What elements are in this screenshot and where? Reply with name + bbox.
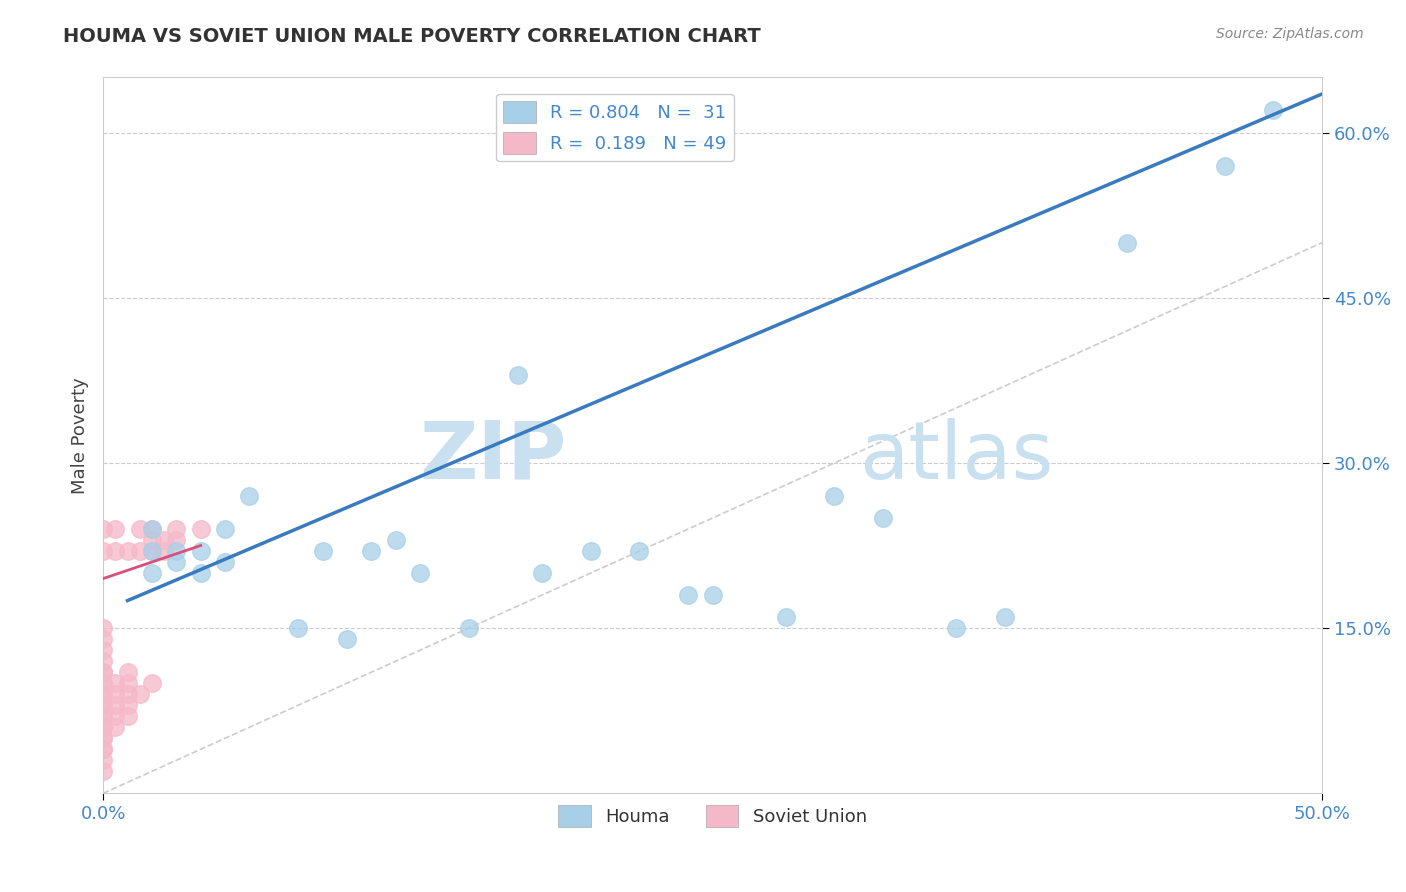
Point: [91, 720, 114, 734]
Point: [104, 698, 127, 713]
Point: [117, 544, 139, 558]
Point: [190, 566, 212, 580]
Text: ZIP: ZIP: [419, 417, 567, 496]
Point: [311, 544, 333, 558]
Point: [91, 731, 114, 746]
Point: [336, 632, 359, 647]
Point: [506, 368, 529, 382]
Point: [91, 709, 114, 723]
Text: atlas: atlas: [859, 417, 1053, 496]
Point: [104, 676, 127, 690]
Point: [141, 522, 163, 536]
Point: [165, 555, 187, 569]
Point: [91, 632, 114, 647]
Text: Source: ZipAtlas.com: Source: ZipAtlas.com: [1216, 27, 1364, 41]
Point: [117, 676, 139, 690]
Point: [141, 533, 163, 547]
Point: [141, 544, 163, 558]
Point: [91, 698, 114, 713]
Point: [702, 588, 724, 602]
Point: [409, 566, 432, 580]
Point: [91, 654, 114, 668]
Point: [104, 720, 127, 734]
Point: [676, 588, 699, 602]
Point: [117, 687, 139, 701]
Point: [165, 544, 187, 558]
Point: [91, 742, 114, 756]
Legend: Houma, Soviet Union: Houma, Soviet Union: [551, 798, 875, 834]
Point: [104, 544, 127, 558]
Point: [91, 731, 114, 746]
Point: [91, 764, 114, 779]
Point: [91, 665, 114, 680]
Point: [214, 522, 236, 536]
Point: [141, 544, 163, 558]
Point: [360, 544, 382, 558]
Point: [153, 544, 176, 558]
Point: [775, 610, 797, 624]
Point: [628, 544, 651, 558]
Point: [190, 544, 212, 558]
Y-axis label: Male Poverty: Male Poverty: [72, 377, 89, 494]
Point: [945, 621, 967, 635]
Point: [1263, 103, 1285, 118]
Point: [91, 544, 114, 558]
Point: [994, 610, 1017, 624]
Point: [91, 742, 114, 756]
Point: [165, 533, 187, 547]
Point: [91, 643, 114, 657]
Point: [128, 522, 150, 536]
Point: [91, 687, 114, 701]
Point: [91, 709, 114, 723]
Point: [238, 489, 260, 503]
Point: [457, 621, 479, 635]
Point: [141, 566, 163, 580]
Point: [91, 676, 114, 690]
Point: [104, 522, 127, 536]
Point: [91, 698, 114, 713]
Point: [384, 533, 406, 547]
Point: [91, 621, 114, 635]
Point: [117, 709, 139, 723]
Point: [190, 522, 212, 536]
Point: [104, 687, 127, 701]
Point: [91, 676, 114, 690]
Point: [141, 676, 163, 690]
Point: [91, 665, 114, 680]
Point: [141, 522, 163, 536]
Point: [1116, 235, 1139, 250]
Point: [153, 533, 176, 547]
Point: [1213, 159, 1236, 173]
Point: [104, 709, 127, 723]
Point: [91, 522, 114, 536]
Point: [287, 621, 309, 635]
Point: [824, 489, 846, 503]
Point: [128, 687, 150, 701]
Point: [117, 698, 139, 713]
Point: [872, 511, 894, 525]
Point: [117, 665, 139, 680]
Point: [530, 566, 553, 580]
Point: [165, 522, 187, 536]
Point: [579, 544, 602, 558]
Point: [91, 753, 114, 767]
Text: HOUMA VS SOVIET UNION MALE POVERTY CORRELATION CHART: HOUMA VS SOVIET UNION MALE POVERTY CORRE…: [63, 27, 761, 45]
Point: [91, 687, 114, 701]
Point: [214, 555, 236, 569]
Point: [128, 544, 150, 558]
Point: [91, 720, 114, 734]
